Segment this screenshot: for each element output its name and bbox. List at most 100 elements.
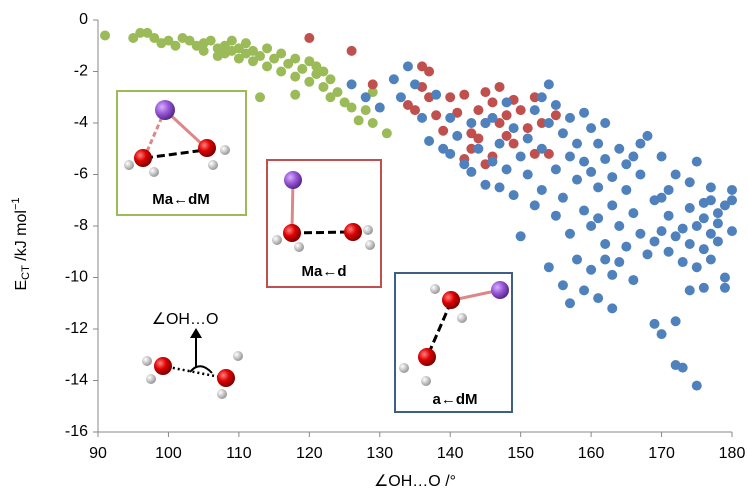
point	[586, 265, 596, 275]
point	[502, 110, 512, 120]
point	[628, 151, 638, 161]
inset-ma-dm: Ma←dM	[117, 91, 246, 215]
point	[487, 113, 497, 123]
point	[276, 67, 286, 77]
point	[657, 226, 667, 236]
y-title-sub: CT	[20, 265, 32, 280]
point	[720, 283, 730, 293]
point	[685, 203, 695, 213]
point	[509, 139, 519, 149]
inset-label: Ma←d	[302, 263, 347, 280]
point	[579, 285, 589, 295]
point	[241, 38, 251, 48]
point	[502, 131, 512, 141]
point	[290, 72, 300, 82]
point	[523, 123, 533, 133]
point	[375, 103, 385, 113]
angle-label: ∠OH…O	[152, 311, 219, 328]
angle-illustration: ∠OH…O	[142, 311, 243, 399]
point	[544, 79, 554, 89]
point	[671, 316, 681, 326]
y-tick-label: -14	[65, 372, 88, 389]
point	[473, 105, 483, 115]
point	[445, 113, 455, 123]
point	[593, 139, 603, 149]
point	[368, 79, 378, 89]
point	[579, 206, 589, 216]
point	[431, 90, 441, 100]
point	[572, 139, 582, 149]
point	[593, 213, 603, 223]
point	[445, 149, 455, 159]
point	[473, 133, 483, 143]
point	[333, 87, 343, 97]
point	[297, 64, 307, 74]
point	[368, 118, 378, 128]
point	[495, 182, 505, 192]
point	[635, 170, 645, 180]
point	[558, 128, 568, 138]
point	[544, 262, 554, 272]
point	[657, 193, 667, 203]
point	[551, 110, 561, 120]
point	[100, 30, 110, 40]
point	[199, 46, 209, 56]
y-tick-label: -16	[65, 423, 88, 440]
point	[727, 185, 737, 195]
point	[607, 172, 617, 182]
point	[650, 236, 660, 246]
point	[664, 211, 674, 221]
point	[516, 231, 526, 241]
x-tick-label: 160	[578, 445, 605, 462]
x-tick-label: 170	[648, 445, 675, 462]
x-tick-label: 90	[89, 445, 107, 462]
point	[551, 100, 561, 110]
inset-a-dm: a←dM	[395, 273, 512, 412]
point	[685, 177, 695, 187]
point	[206, 36, 216, 46]
point	[642, 131, 652, 141]
point	[361, 105, 371, 115]
x-tick-label: 140	[437, 445, 464, 462]
point	[551, 211, 561, 221]
point	[290, 90, 300, 100]
point	[255, 92, 265, 102]
point	[706, 254, 716, 264]
point	[325, 74, 335, 84]
point	[445, 92, 455, 102]
point	[600, 154, 610, 164]
point	[502, 164, 512, 174]
point	[600, 118, 610, 128]
y-tick-label: 0	[79, 11, 88, 28]
point	[466, 167, 476, 177]
point	[318, 67, 328, 77]
point	[318, 82, 328, 92]
point	[347, 46, 357, 56]
point	[727, 226, 737, 236]
point	[671, 231, 681, 241]
point	[558, 193, 568, 203]
point	[473, 144, 483, 154]
y-tick-label: -2	[74, 63, 88, 80]
point	[642, 249, 652, 259]
y-tick-label: -6	[74, 166, 88, 183]
inset-label: a←dM	[433, 391, 478, 408]
point	[727, 195, 737, 205]
chart: -16-14-12-10-8-6-4-209010011012013014015…	[0, 0, 748, 495]
y-tick-label: -8	[74, 217, 88, 234]
point	[706, 195, 716, 205]
point	[487, 157, 497, 167]
y-tick-label: -10	[65, 269, 88, 286]
point	[480, 180, 490, 190]
point	[565, 298, 575, 308]
point	[699, 283, 709, 293]
point	[621, 242, 631, 252]
point	[565, 151, 575, 161]
point	[290, 54, 300, 64]
point	[593, 293, 603, 303]
x-tick-label: 150	[507, 445, 534, 462]
point	[410, 105, 420, 115]
point	[495, 82, 505, 92]
x-tick-label: 120	[296, 445, 323, 462]
point	[459, 159, 469, 169]
